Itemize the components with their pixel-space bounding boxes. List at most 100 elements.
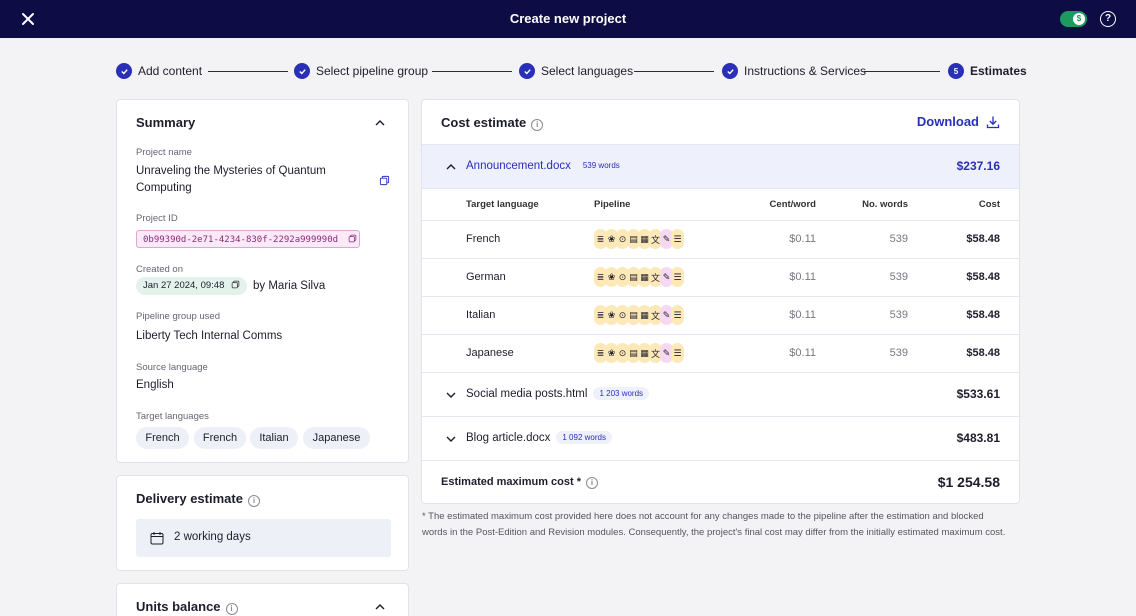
check-icon [519, 63, 535, 79]
pin-icon: ⊙ [616, 229, 629, 249]
billing-toggle[interactable]: $ [1060, 11, 1087, 27]
row-word-count: 539 [889, 233, 908, 245]
word-count-badge: 1 092 words [556, 431, 612, 444]
chevron-up-icon[interactable] [374, 601, 386, 613]
translate-icon: 文 [649, 267, 662, 287]
row-language: Japanese [466, 347, 514, 359]
target-language-tag: Japanese [303, 427, 370, 449]
col-target-language: Target language [466, 199, 539, 210]
step-add-content[interactable]: Add content [116, 62, 202, 80]
person-edit-icon: ✎ [660, 229, 673, 249]
table-row: Japanese ≣ ❀ ⊙ ▤ ▦ 文 ✎ ☰ $0.11 539 $58.48 [422, 334, 1019, 372]
target-languages-label: Target languages [136, 411, 209, 422]
chevron-up-icon[interactable] [445, 161, 457, 173]
chevron-down-icon[interactable] [445, 433, 457, 445]
created-on: Jan 27 2024, 09:48 [143, 280, 225, 291]
delivery-title: Delivery estimate i [136, 491, 260, 507]
row-cost: $58.48 [966, 309, 1000, 321]
table-row: Italian ≣ ❀ ⊙ ▤ ▦ 文 ✎ ☰ $0.11 539 $58.48 [422, 296, 1019, 334]
document-icon: ≣ [594, 343, 607, 363]
created-on-badge[interactable]: Jan 27 2024, 09:48 [136, 277, 247, 295]
project-name: Unraveling the Mysteries of Quantum Comp… [136, 163, 326, 197]
stepper: Add content Select pipeline group Select… [116, 62, 1027, 80]
copy-icon[interactable] [231, 280, 240, 289]
review-icon: ☰ [671, 229, 684, 249]
step-connector [208, 71, 288, 72]
target-language-tag: French [194, 427, 246, 449]
document-icon: ≣ [594, 267, 607, 287]
review-icon: ☰ [671, 267, 684, 287]
row-cost: $58.48 [966, 347, 1000, 359]
step-select-pipeline-group[interactable]: Select pipeline group [294, 62, 428, 80]
row-language: German [466, 271, 506, 283]
file-name: Blog article.docx 1 092 words [466, 431, 612, 444]
table-row: French ≣ ❀ ⊙ ▤ ▦ 文 ✎ ☰ $0.11 539 $58.48 [422, 220, 1019, 258]
step-instructions-services[interactable]: Instructions & Services [722, 62, 866, 80]
row-cent-word: $0.11 [789, 233, 816, 245]
row-cost: $58.48 [966, 271, 1000, 283]
pipeline-steps[interactable]: ≣ ❀ ⊙ ▤ ▦ 文 ✎ ☰ [594, 229, 684, 249]
grid-icon: ▦ [638, 305, 651, 325]
step-select-languages[interactable]: Select languages [519, 62, 633, 80]
close-icon[interactable] [18, 9, 38, 29]
cost-footnote: * The estimated maximum cost provided he… [422, 509, 1022, 541]
project-id-badge[interactable]: 0b99390d-2e71-4234-830f-2292a999990d [136, 230, 360, 248]
pipeline-steps[interactable]: ≣ ❀ ⊙ ▤ ▦ 文 ✎ ☰ [594, 343, 684, 363]
help-icon[interactable]: ? [1100, 11, 1116, 27]
step-label: Select pipeline group [316, 64, 429, 78]
person-edit-icon: ✎ [660, 343, 673, 363]
pipeline-steps[interactable]: ≣ ❀ ⊙ ▤ ▦ 文 ✎ ☰ [594, 267, 684, 287]
step-connector [864, 71, 940, 72]
cost-estimate-card: Cost estimate i Download Announcement.doc… [421, 99, 1020, 504]
row-cent-word: $0.11 [789, 309, 816, 321]
info-icon[interactable]: i [225, 603, 238, 615]
copy-icon[interactable] [379, 175, 390, 186]
step-label: Select languages [541, 64, 634, 78]
cost-title-text: Cost estimate [441, 115, 527, 130]
file-cost: $237.16 [956, 159, 1000, 173]
project-name-line: Unraveling the Mysteries of Quantum [136, 165, 326, 177]
step-label: Add content [138, 64, 203, 78]
file-row-social-media[interactable]: Social media posts.html 1 203 words $533.… [422, 372, 1019, 416]
step-connector [634, 71, 714, 72]
file-row-blog-article[interactable]: Blog article.docx 1 092 words $483.81 [422, 416, 1019, 460]
step-connector [432, 71, 512, 72]
info-icon[interactable]: i [531, 119, 544, 131]
download-button[interactable]: Download [917, 114, 1000, 129]
document-icon: ≣ [594, 305, 607, 325]
row-word-count: 539 [889, 347, 908, 359]
translate-icon: 文 [649, 229, 662, 249]
project-id-label: Project ID [136, 213, 178, 224]
pipeline-steps[interactable]: ≣ ❀ ⊙ ▤ ▦ 文 ✎ ☰ [594, 305, 684, 325]
brain-icon: ❀ [605, 343, 618, 363]
chevron-up-icon[interactable] [374, 117, 386, 129]
chevron-down-icon[interactable] [445, 389, 457, 401]
footnote-line: * The estimated maximum cost provided he… [422, 511, 984, 522]
check-icon [294, 63, 310, 79]
pin-icon: ⊙ [616, 267, 629, 287]
file-row-announcement[interactable]: Announcement.docx 539 words $237.16 [422, 144, 1019, 188]
book-icon: ▤ [627, 229, 640, 249]
brain-icon: ❀ [605, 305, 618, 325]
step-label: Estimates [970, 64, 1027, 78]
download-label: Download [916, 114, 979, 129]
info-icon[interactable]: i [586, 477, 598, 489]
row-word-count: 539 [889, 309, 908, 321]
translate-icon: 文 [649, 305, 662, 325]
dollar-icon: $ [1073, 13, 1085, 25]
copy-icon[interactable] [348, 234, 357, 243]
created-by: by Maria Silva [253, 280, 326, 292]
delivery-estimate-box: 2 working days [136, 519, 391, 557]
step-estimates[interactable]: 5 Estimates [948, 62, 1027, 80]
pipeline-group: Liberty Tech Internal Comms [136, 330, 283, 342]
total-value: $1 254.58 [937, 474, 1000, 490]
target-language-tag: Italian [250, 427, 298, 449]
step-number: 5 [948, 63, 964, 79]
brain-icon: ❀ [605, 267, 618, 287]
info-icon[interactable]: i [247, 495, 260, 507]
row-cent-word: $0.11 [789, 271, 816, 283]
file-name-text: Social media posts.html [466, 388, 588, 400]
col-cost: Cost [978, 199, 1000, 210]
translate-icon: 文 [649, 343, 662, 363]
row-language: French [466, 233, 501, 245]
